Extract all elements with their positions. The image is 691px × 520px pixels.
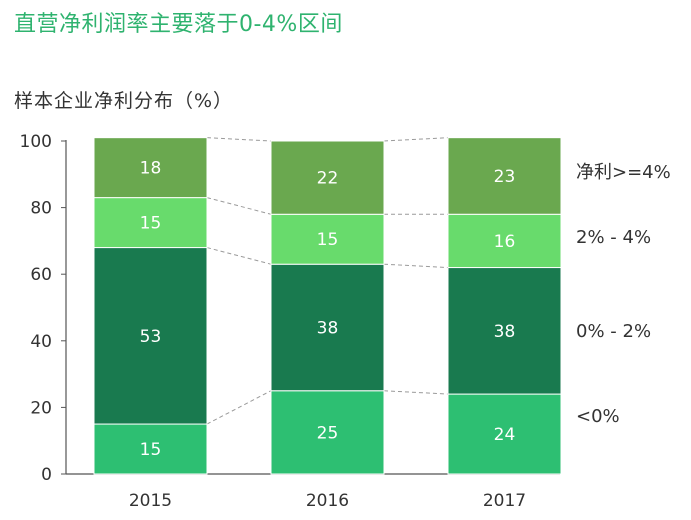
legend-label: 2% - 4%	[576, 227, 651, 248]
bar-segment	[447, 137, 562, 215]
bar-segment	[270, 140, 385, 215]
bar-value-label: 15	[317, 230, 339, 250]
bar-value-label: 38	[317, 318, 339, 338]
y-tick-label: 60	[30, 265, 52, 285]
bar-value-label: 18	[140, 159, 162, 179]
bar-segment	[447, 393, 562, 475]
bar-segment	[93, 423, 208, 475]
bar-value-label: 25	[317, 423, 339, 443]
connector-line	[206, 137, 272, 142]
bar-segment	[270, 213, 385, 265]
x-tick-label: 2015	[129, 491, 172, 511]
bar-segment	[93, 137, 208, 199]
bar-value-label: 38	[494, 322, 516, 342]
x-tick-label: 2017	[483, 491, 526, 511]
bar-segment	[270, 390, 385, 475]
y-tick-label: 20	[30, 398, 52, 418]
bar-value-label: 15	[140, 214, 162, 234]
y-tick-label: 80	[30, 199, 52, 219]
bar-value-label: 23	[494, 167, 516, 187]
bar-segment	[93, 247, 208, 425]
connector-line	[383, 390, 449, 395]
connector-line	[206, 247, 272, 265]
y-tick-label: 0	[41, 465, 52, 485]
legend-label: 净利>=4%	[576, 162, 671, 183]
bar-value-label: 16	[494, 232, 516, 252]
y-tick-label: 40	[30, 332, 52, 352]
bar-segment	[93, 197, 208, 249]
bar-value-label: 24	[494, 425, 516, 445]
connector-line	[383, 137, 449, 142]
legend-label: <0%	[576, 406, 620, 427]
page-headline: 直营净利润率主要落于0-4%区间	[14, 12, 343, 37]
y-tick-label: 100	[20, 132, 52, 152]
bar-segment	[447, 213, 562, 269]
x-tick-label: 2016	[306, 491, 349, 511]
bar-value-label: 15	[140, 440, 162, 460]
bar-value-label: 22	[317, 169, 339, 189]
connector-line	[206, 390, 272, 425]
connector-line	[383, 263, 449, 269]
connector-line	[206, 197, 272, 215]
legend-label: 0% - 2%	[576, 321, 651, 342]
chart-title: 样本企业净利分布（%）	[14, 90, 234, 112]
bar-value-label: 53	[140, 327, 162, 347]
